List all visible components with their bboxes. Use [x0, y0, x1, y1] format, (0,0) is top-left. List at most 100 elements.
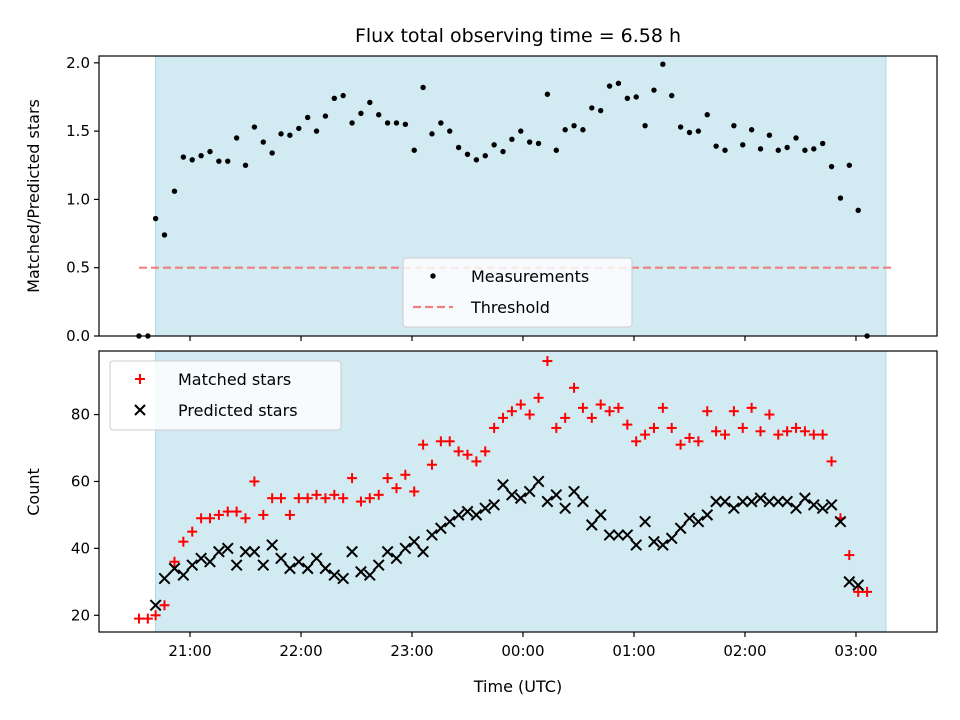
- matched-stars-point: [808, 429, 819, 440]
- measurement-point: [775, 147, 781, 153]
- predicted-stars-point: [221, 542, 234, 555]
- measurement-point: [278, 131, 284, 137]
- predicted-stars-point-b: [754, 492, 767, 505]
- measurement-point: [384, 120, 391, 126]
- predicted-stars-point: [497, 478, 509, 491]
- predicted-stars-point: [514, 492, 527, 505]
- predicted-stars-point-b: [230, 559, 243, 572]
- y-tick-label: 0.0: [66, 327, 90, 345]
- measurement-point: [571, 122, 577, 129]
- predicted-stars-point-b: [656, 539, 669, 551]
- legend: Matched stars Predicted stars: [109, 360, 342, 431]
- matched-stars-point: [551, 422, 562, 433]
- predicted-stars-point-b: [603, 529, 616, 541]
- predicted-stars-point: [799, 492, 811, 505]
- matched-stars-point: [524, 409, 535, 420]
- predicted-stars-point-b: [781, 495, 794, 508]
- measurement-point: [802, 147, 808, 153]
- predicted-stars-point: [639, 515, 651, 528]
- predicted-stars-point: [727, 502, 740, 515]
- measurement-point: [518, 128, 524, 134]
- predicted-stars-point-b: [594, 509, 607, 521]
- predicted-stars-point-b: [648, 535, 660, 548]
- predicted-stars-point-b: [816, 502, 829, 515]
- predicted-stars-point-b: [710, 495, 723, 508]
- predicted-stars-point-b: [266, 539, 279, 551]
- measurement-point: [269, 150, 275, 156]
- predicted-stars-point: [328, 569, 341, 582]
- matched-stars-point: [693, 436, 704, 447]
- y-tick-label: 40: [71, 539, 90, 557]
- predicted-stars-point-b: [426, 529, 438, 541]
- matched-stars-point: [293, 493, 304, 504]
- predicted-stars-point-b: [772, 495, 785, 508]
- predicted-stars-point-b: [284, 562, 296, 575]
- measurement-point: [447, 128, 453, 134]
- predicted-stars-point: [212, 545, 225, 558]
- predicted-stars-point: [719, 495, 731, 508]
- measurement-point: [411, 147, 417, 153]
- matched-stars-point: [684, 432, 695, 443]
- predicted-stars-point-b: [257, 559, 270, 572]
- matched-stars-point: [462, 449, 473, 460]
- predicted-stars-point-b: [168, 562, 181, 575]
- predicted-stars-point: [603, 529, 616, 541]
- matched-stars-point: [133, 613, 144, 624]
- predicted-stars-point-b: [390, 552, 403, 565]
- predicted-stars-point-b: [719, 495, 731, 508]
- measurement-point: [198, 153, 204, 159]
- predicted-stars-point-b: [443, 515, 456, 528]
- predicted-stars-point: [736, 495, 749, 508]
- y-tick-label: 80: [71, 406, 90, 424]
- predicted-stars-point-b: [381, 545, 394, 558]
- predicted-stars-point-b: [799, 492, 811, 505]
- matched-stars-point: [284, 509, 295, 520]
- matched-stars-point: [506, 406, 517, 417]
- predicted-stars-point-b: [514, 492, 527, 505]
- predicted-stars-point: [177, 569, 190, 582]
- predicted-stars-point: [230, 559, 243, 572]
- predicted-stars-point-b: [807, 498, 820, 511]
- predicted-stars-point-b: [470, 509, 483, 521]
- measurement-point: [722, 147, 728, 153]
- predicted-stars-point-b: [239, 545, 252, 558]
- matched-stars-point: [844, 550, 855, 561]
- matched-stars-point: [773, 429, 784, 440]
- legend-label: Threshold: [470, 298, 550, 317]
- matched-stars-point: [347, 473, 358, 484]
- measurement-point: [225, 158, 231, 164]
- matched-stars-point: [702, 406, 713, 417]
- predicted-stars-point-b: [399, 542, 412, 555]
- predicted-stars-point-b: [337, 572, 350, 585]
- predicted-stars-point-b: [497, 478, 509, 491]
- matched-stars-point: [862, 586, 873, 597]
- matched-stars-point: [302, 493, 313, 504]
- matched-stars-point: [711, 426, 722, 437]
- matched-stars-point: [737, 422, 748, 433]
- measurement-point: [686, 129, 693, 136]
- predicted-stars-point-b: [630, 539, 643, 551]
- x-tick-label: 02:00: [723, 642, 766, 660]
- measurement-point: [189, 157, 195, 163]
- predicted-stars-point: [204, 555, 216, 568]
- predicted-stars-point-b: [790, 502, 802, 515]
- y-tick-label: 20: [71, 606, 90, 624]
- predicted-stars-point: [470, 509, 483, 521]
- predicted-stars-point-b: [550, 488, 563, 501]
- predicted-stars-point: [550, 488, 563, 501]
- measurement-point: [340, 92, 346, 99]
- predicted-stars-point: [745, 495, 758, 508]
- x-tick-label: 23:00: [390, 642, 433, 660]
- bottom-panel-y-axis-title: Count: [24, 468, 43, 516]
- measurement-point: [740, 142, 746, 148]
- chart-title: Flux total observing time = 6.58 h: [355, 25, 681, 47]
- measurement-point: [713, 143, 719, 149]
- matched-stars-point: [187, 526, 198, 537]
- predicted-stars-point: [417, 545, 430, 558]
- matched-stars-point: [622, 419, 633, 430]
- measurement-point: [296, 125, 302, 132]
- predicted-stars-point: [674, 522, 687, 535]
- predicted-stars-point: [523, 485, 536, 498]
- predicted-stars-point: [834, 515, 847, 528]
- matched-stars-point: [542, 356, 553, 367]
